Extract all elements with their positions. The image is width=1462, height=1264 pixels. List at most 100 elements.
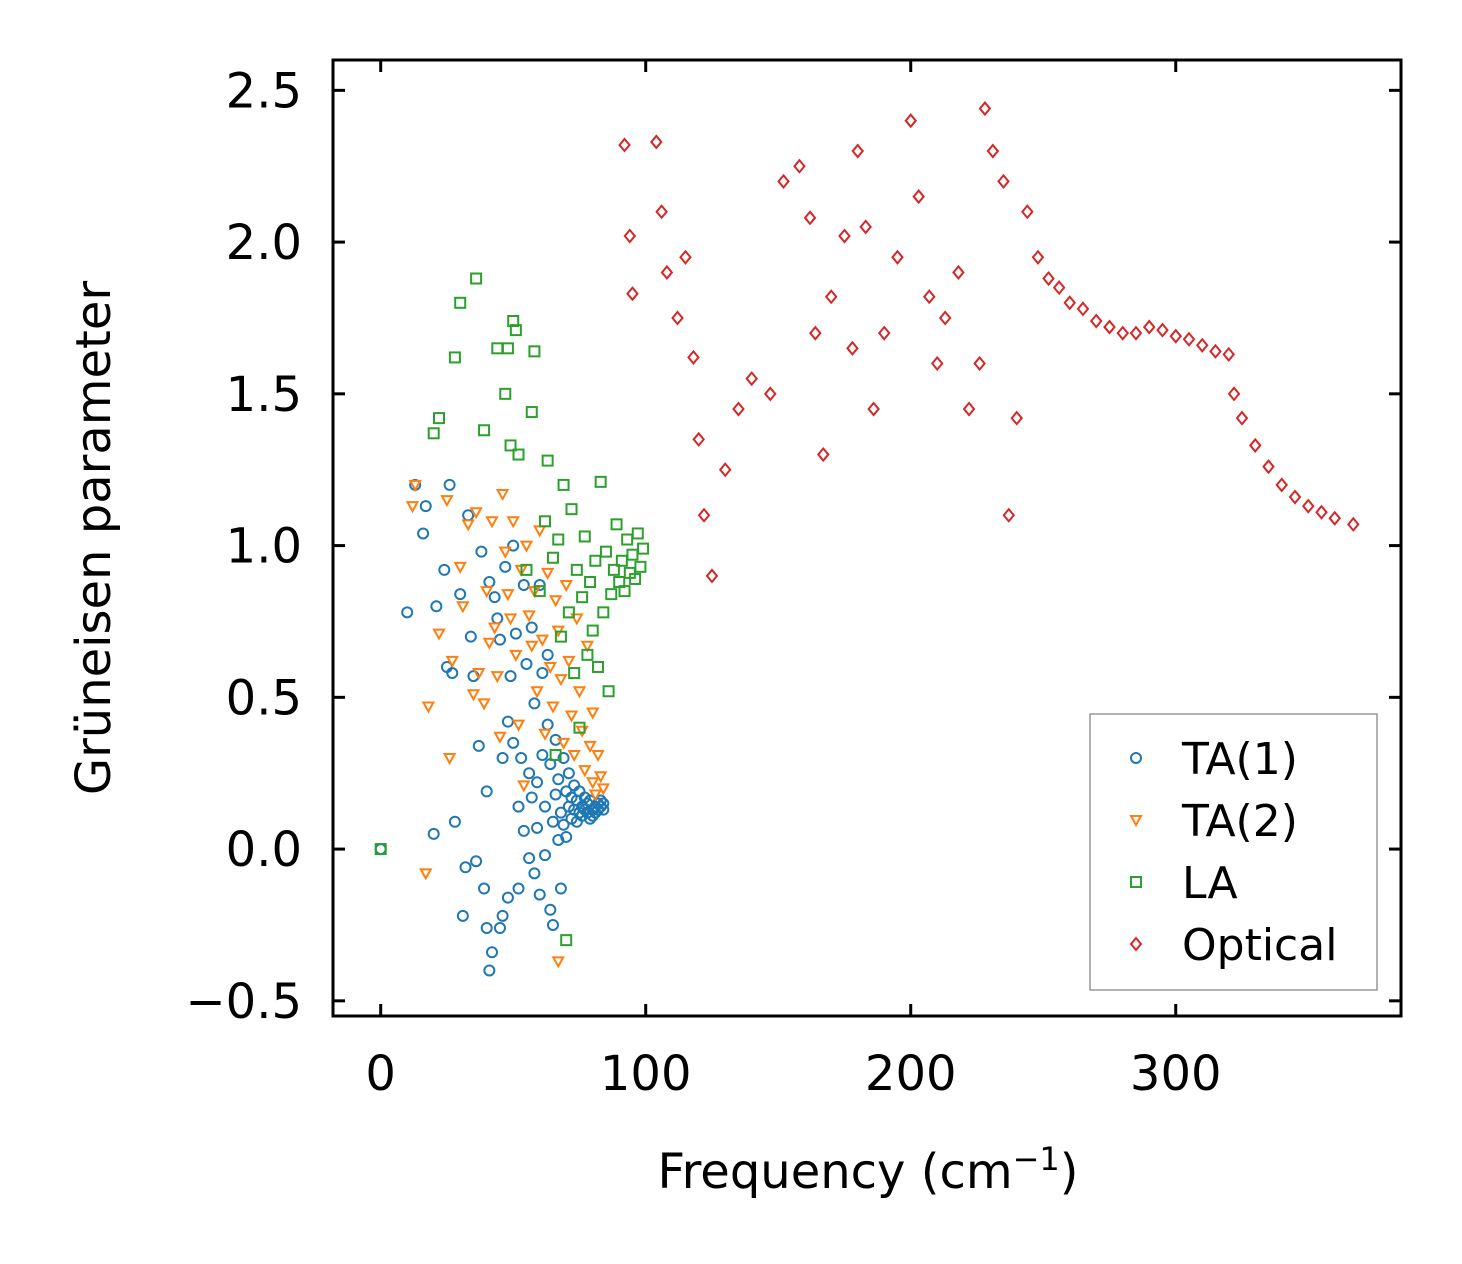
data-point bbox=[564, 710, 579, 723]
data-point bbox=[501, 715, 514, 728]
data-point bbox=[629, 572, 642, 585]
data-point bbox=[1089, 313, 1103, 329]
data-point bbox=[621, 533, 634, 546]
data-point bbox=[1156, 322, 1169, 338]
series-optical bbox=[618, 100, 1360, 584]
data-point bbox=[522, 610, 536, 623]
data-point bbox=[1103, 319, 1116, 335]
data-point bbox=[517, 824, 530, 837]
data-point bbox=[533, 585, 546, 598]
data-point bbox=[520, 563, 533, 576]
data-point bbox=[538, 728, 552, 741]
data-point bbox=[1031, 249, 1045, 265]
data-point bbox=[1116, 325, 1130, 341]
data-point bbox=[578, 530, 591, 543]
legend-label: LA bbox=[1182, 858, 1238, 909]
legend-label: Optical bbox=[1182, 920, 1337, 971]
legend-label: TA(2) bbox=[1181, 796, 1298, 847]
data-point bbox=[634, 560, 647, 573]
data-point bbox=[586, 777, 600, 790]
data-point bbox=[562, 606, 575, 619]
data-point bbox=[509, 324, 522, 337]
data-point bbox=[1235, 410, 1249, 426]
data-point bbox=[554, 806, 567, 819]
data-point bbox=[470, 272, 483, 285]
y-tick-label: −0.5 bbox=[185, 974, 302, 1030]
data-point bbox=[952, 264, 965, 281]
data-point bbox=[493, 633, 506, 646]
data-point bbox=[493, 921, 506, 934]
y-tick-label: 0.0 bbox=[226, 822, 302, 878]
data-point bbox=[493, 731, 507, 744]
data-point bbox=[557, 478, 570, 491]
data-point bbox=[1346, 516, 1360, 532]
data-point bbox=[483, 576, 496, 589]
data-point bbox=[838, 228, 851, 244]
y-tick-label: 1.0 bbox=[226, 519, 302, 575]
data-point bbox=[438, 563, 451, 576]
legend-box bbox=[1089, 713, 1378, 991]
data-point bbox=[546, 815, 559, 828]
data-point bbox=[610, 518, 623, 531]
data-point bbox=[459, 861, 472, 874]
data-point bbox=[539, 515, 552, 528]
data-point bbox=[705, 568, 719, 584]
ticks-layer: 0 100 200 300 −0.5 0.0 0.5 1.0 1.5 2.0 2.5 bbox=[185, 60, 1401, 1102]
data-point bbox=[470, 855, 483, 868]
data-point bbox=[549, 788, 562, 801]
data-point bbox=[525, 791, 538, 804]
data-point bbox=[560, 830, 573, 843]
data-point bbox=[442, 753, 457, 766]
data-point bbox=[512, 882, 525, 895]
data-point bbox=[679, 249, 692, 265]
data-point bbox=[533, 888, 546, 901]
data-point bbox=[568, 667, 581, 680]
data-point bbox=[531, 821, 544, 834]
legend-marker bbox=[1129, 815, 1143, 828]
data-point bbox=[557, 752, 570, 765]
data-point bbox=[530, 686, 544, 699]
data-point bbox=[552, 533, 565, 546]
data-point bbox=[1315, 504, 1328, 520]
data-point bbox=[528, 345, 541, 358]
data-point bbox=[417, 527, 430, 540]
data-point bbox=[519, 540, 534, 553]
data-point bbox=[607, 563, 620, 576]
data-point bbox=[618, 585, 631, 598]
data-point bbox=[597, 797, 610, 810]
data-point bbox=[448, 351, 461, 364]
data-point bbox=[485, 516, 499, 529]
data-point bbox=[507, 736, 520, 749]
data-point bbox=[554, 674, 568, 687]
data-point bbox=[496, 909, 509, 922]
data-point bbox=[478, 424, 491, 437]
data-point bbox=[1042, 270, 1055, 287]
data-point bbox=[531, 776, 544, 789]
data-point bbox=[626, 548, 639, 561]
data-point bbox=[1169, 328, 1183, 344]
data-point bbox=[572, 686, 587, 699]
data-point bbox=[1021, 204, 1034, 220]
data-point bbox=[536, 667, 549, 680]
data-point bbox=[1227, 386, 1241, 402]
data-point bbox=[580, 640, 595, 653]
data-point bbox=[809, 325, 822, 341]
data-point bbox=[546, 918, 559, 931]
data-point bbox=[578, 765, 592, 778]
legend-label: TA(1) bbox=[1181, 734, 1298, 785]
data-point bbox=[1262, 459, 1275, 475]
data-point bbox=[541, 648, 554, 661]
data-point bbox=[584, 576, 597, 589]
data-point bbox=[501, 891, 514, 904]
data-point bbox=[487, 622, 502, 635]
data-point bbox=[596, 783, 611, 796]
data-point bbox=[891, 249, 904, 265]
data-point bbox=[408, 479, 422, 492]
data-point bbox=[567, 749, 581, 763]
y-tick-label: 0.5 bbox=[226, 670, 302, 726]
data-point bbox=[523, 852, 536, 865]
data-points-layer bbox=[374, 100, 1360, 977]
data-point bbox=[517, 780, 531, 793]
data-point bbox=[1010, 410, 1024, 426]
data-point bbox=[374, 843, 387, 856]
